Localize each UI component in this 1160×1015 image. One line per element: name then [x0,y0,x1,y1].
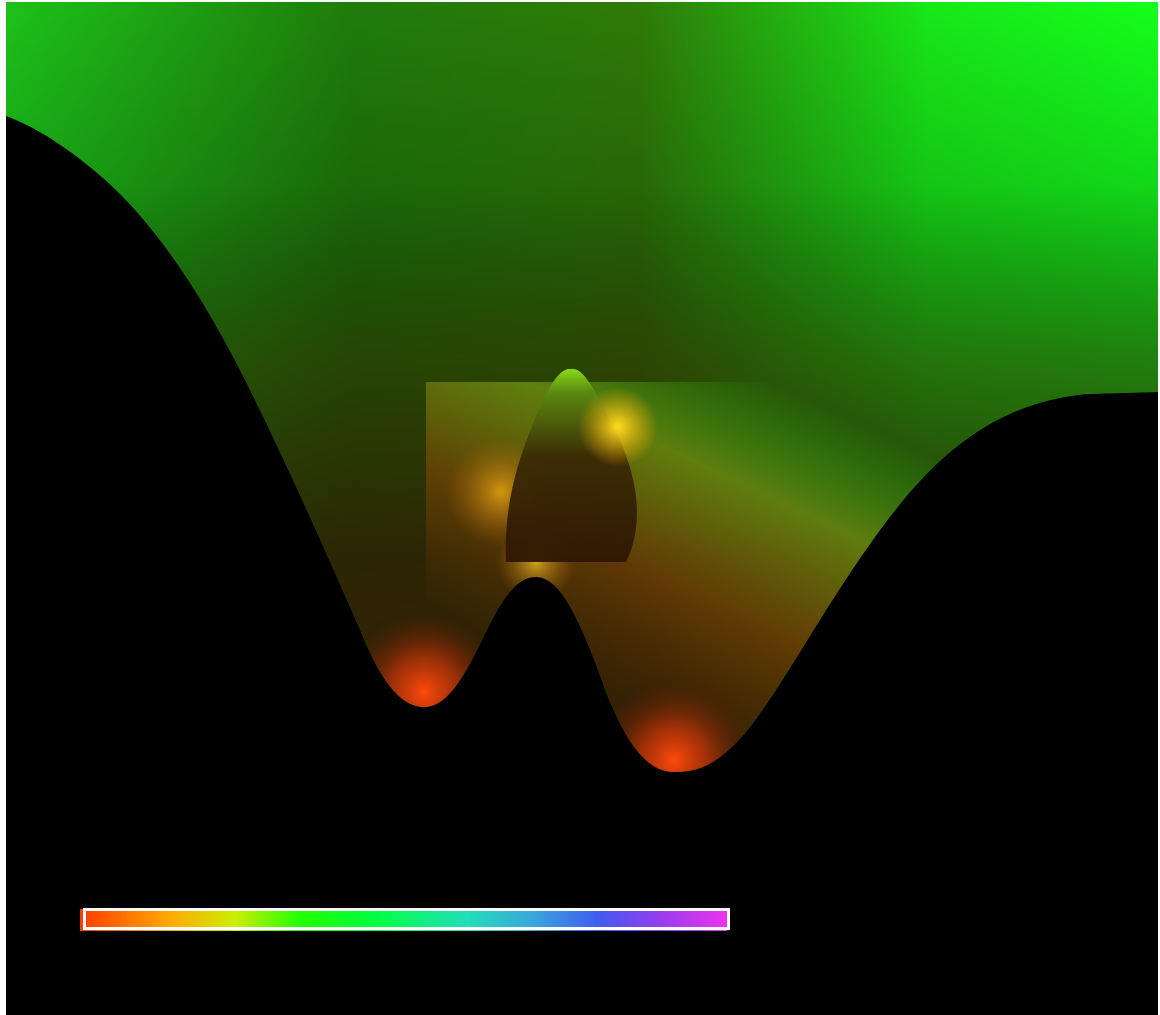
surface-plot [6,2,1158,931]
colorbar [83,908,730,930]
surface-body [6,2,1158,772]
colorbar-fill [80,909,727,931]
render-viewport [6,2,1158,1015]
